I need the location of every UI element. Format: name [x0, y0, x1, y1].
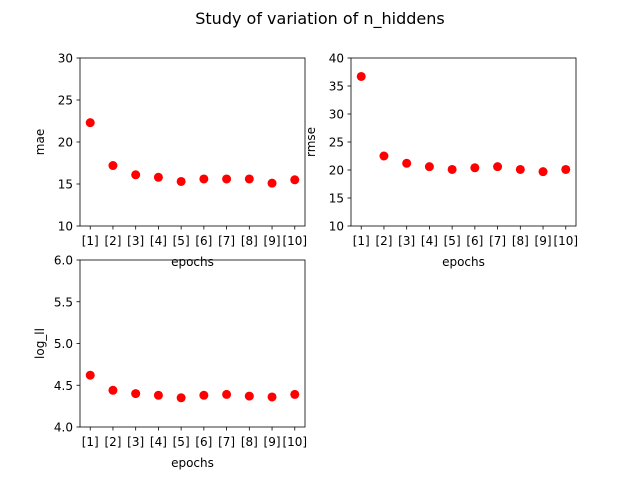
subplot-log-ll: [1] [2] [3] [4] [5] [6] [7] [8] [9] [10] 4.0 4.5 5.0…	[33, 254, 307, 471]
y-tick-label: 10	[329, 220, 344, 234]
x-tick-label: [5]	[173, 234, 190, 248]
data-point	[176, 176, 186, 186]
data-point	[290, 389, 300, 399]
data-point	[153, 390, 163, 400]
x-tick-label: [4]	[150, 435, 167, 449]
x-tick-label: [1]	[82, 435, 99, 449]
data-point	[424, 162, 434, 172]
y-tick-label: 4.0	[54, 421, 73, 435]
data-point	[267, 178, 277, 188]
data-point	[222, 174, 232, 184]
y-tick-label: 15	[329, 192, 344, 206]
data-point	[290, 175, 300, 185]
y-tick-label: 4.5	[54, 379, 73, 393]
data-point	[108, 161, 118, 171]
data-point	[85, 118, 95, 128]
y-tick-label: 35	[329, 80, 344, 94]
x-tick-label: [2]	[104, 435, 121, 449]
x-tick-label: [7]	[218, 234, 235, 248]
y-tick-label: 5.5	[54, 295, 73, 309]
data-point	[222, 389, 232, 399]
x-tick-label: [4]	[421, 234, 438, 248]
x-tick-label: [3]	[127, 435, 144, 449]
data-point	[267, 392, 277, 402]
x-tick-label: [6]	[466, 234, 483, 248]
data-point	[199, 390, 209, 400]
x-tick-label: [6]	[195, 234, 212, 248]
x-tick-label: [10]	[553, 234, 578, 248]
x-tick-label: [3]	[398, 234, 415, 248]
subplot-panels: [1] [2] [3] [4] [5] [6] [7] [8] [9] [10]101520253…	[33, 52, 578, 471]
data-point	[561, 164, 571, 174]
figure-title: Study of variation of n_hiddens	[195, 9, 445, 29]
x-axis-label: epochs	[171, 456, 214, 470]
y-tick-label: 40	[329, 52, 344, 66]
data-point	[176, 393, 186, 403]
data-point	[402, 158, 412, 168]
data-point	[85, 370, 95, 380]
x-tick-label: [1]	[353, 234, 370, 248]
x-tick-label: [9]	[264, 234, 281, 248]
x-tick-label: [8]	[241, 435, 258, 449]
data-point	[131, 170, 141, 180]
x-tick-label: [10]	[282, 234, 307, 248]
y-tick-label: 5.0	[54, 337, 73, 351]
data-point	[108, 385, 118, 395]
x-tick-label: [10]	[282, 435, 307, 449]
x-tick-label: [2]	[104, 234, 121, 248]
y-tick-label: 10	[58, 220, 73, 234]
data-point	[244, 391, 254, 401]
x-axis-label: epochs	[442, 255, 485, 269]
data-point	[356, 71, 366, 81]
x-axis-label: epochs	[171, 255, 214, 269]
x-tick-label: [7]	[218, 435, 235, 449]
y-axis-label: mae	[33, 129, 47, 155]
data-point	[493, 162, 503, 172]
x-tick-label: [9]	[535, 234, 552, 248]
y-tick-label: 25	[58, 94, 73, 108]
data-point	[131, 389, 141, 399]
y-axis-label: rmse	[304, 127, 318, 157]
data-point	[447, 164, 457, 174]
data-point	[199, 174, 209, 184]
y-axis-label: log_ll	[33, 328, 47, 359]
x-tick-label: [8]	[512, 234, 529, 248]
x-tick-label: [5]	[173, 435, 190, 449]
x-tick-label: [8]	[241, 234, 258, 248]
data-point	[470, 163, 480, 173]
data-point	[379, 151, 389, 161]
y-tick-label: 20	[329, 164, 344, 178]
x-tick-label: [5]	[444, 234, 461, 248]
x-tick-label: [4]	[150, 234, 167, 248]
subplot-mae: [1] [2] [3] [4] [5] [6] [7] [8] [9] [10] 10 15 20 25 3…	[33, 52, 307, 270]
data-point	[538, 167, 548, 177]
axes-frame	[350, 57, 577, 227]
y-tick-label: 15	[58, 178, 73, 192]
y-tick-label: 30	[58, 52, 73, 66]
y-tick-label: 30	[329, 108, 344, 122]
subplot-rmse: [1] [2] [3] [4] [5] [6] [7] [8] [9] [10] 10 15 20 25 3…	[304, 52, 578, 270]
x-tick-label: [6]	[195, 435, 212, 449]
y-tick-label: 20	[58, 136, 73, 150]
data-point	[515, 164, 525, 174]
x-tick-label: [3]	[127, 234, 144, 248]
y-tick-label: 6.0	[54, 254, 73, 268]
x-tick-label: [9]	[264, 435, 281, 449]
axes-frame	[79, 259, 306, 428]
data-point	[244, 174, 254, 184]
x-tick-label: [7]	[489, 234, 506, 248]
x-tick-label: [2]	[375, 234, 392, 248]
y-tick-label: 25	[329, 136, 344, 150]
axes-frame	[79, 57, 306, 227]
data-point	[153, 172, 163, 182]
x-tick-label: [1]	[82, 234, 99, 248]
